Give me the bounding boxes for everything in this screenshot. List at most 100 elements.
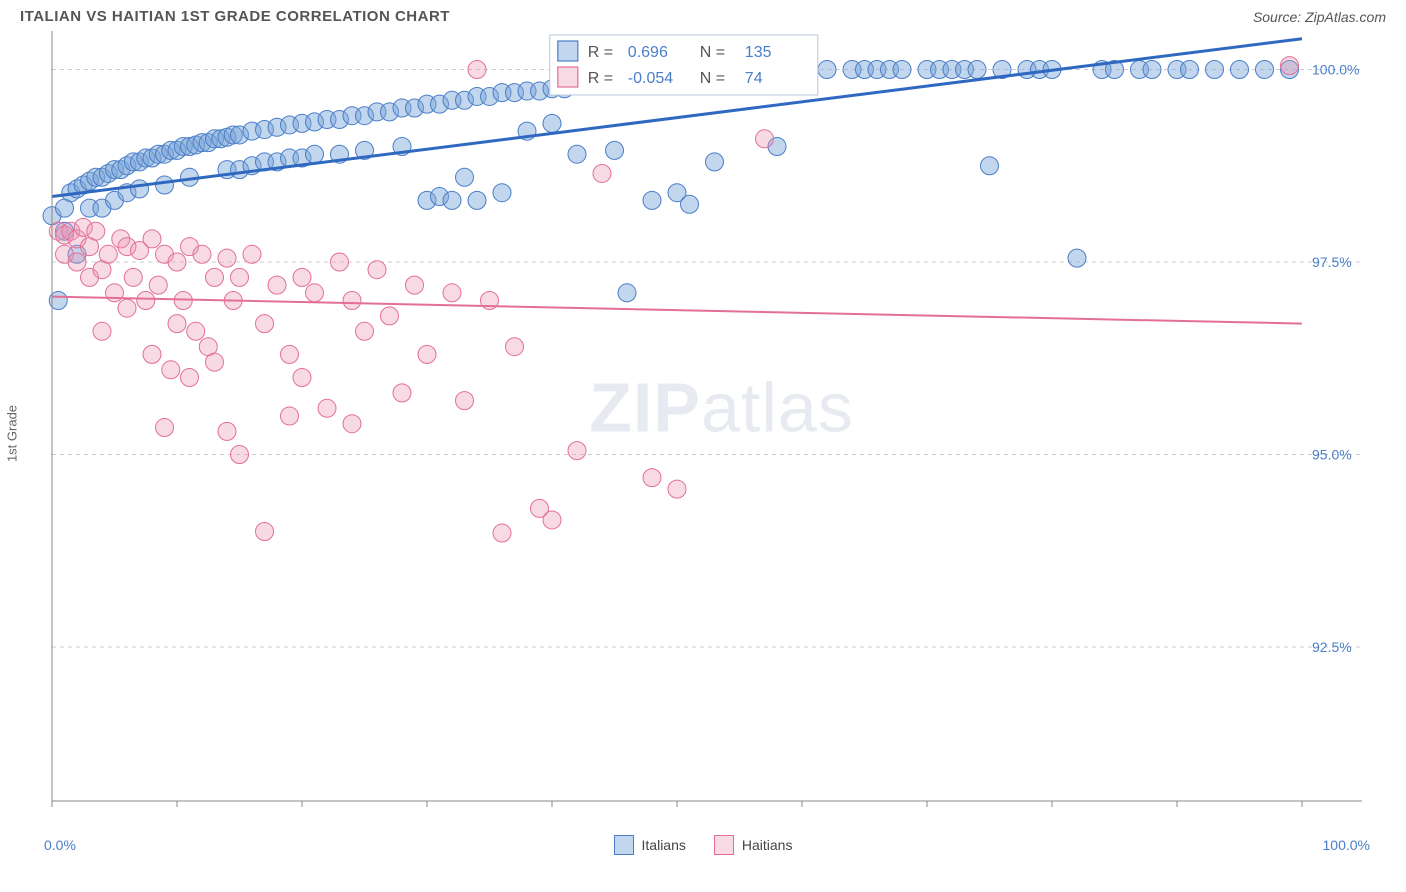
data-point-italians [618, 284, 636, 302]
data-point-italians [1143, 61, 1161, 79]
data-point-haitians [393, 384, 411, 402]
bottom-legend: 0.0% Italians Haitians 100.0% [0, 835, 1406, 855]
data-point-haitians [124, 268, 142, 286]
data-point-haitians [181, 369, 199, 387]
data-point-haitians [149, 276, 167, 294]
stat-swatch [558, 41, 578, 61]
stat-r-label: R = [588, 44, 613, 61]
data-point-haitians [168, 253, 186, 271]
data-point-haitians [218, 249, 236, 267]
ytick-label: 95.0% [1312, 447, 1352, 463]
data-point-haitians [143, 345, 161, 363]
chart-area: 1st Grade 92.5%95.0%97.5%100.0%ZIPatlasR… [20, 31, 1386, 821]
data-point-haitians [756, 130, 774, 148]
data-point-italians [1181, 61, 1199, 79]
data-point-haitians [206, 268, 224, 286]
data-point-haitians [443, 284, 461, 302]
data-point-haitians [168, 315, 186, 333]
data-point-italians [818, 61, 836, 79]
data-point-haitians [418, 345, 436, 363]
data-point-italians [156, 176, 174, 194]
data-point-haitians [568, 442, 586, 460]
data-point-italians [681, 195, 699, 213]
data-point-haitians [318, 399, 336, 417]
data-point-haitians [256, 315, 274, 333]
data-point-haitians [231, 268, 249, 286]
data-point-haitians [593, 164, 611, 182]
data-point-haitians [343, 415, 361, 433]
data-point-haitians [243, 245, 261, 263]
stat-swatch [558, 67, 578, 87]
data-point-haitians [668, 480, 686, 498]
data-point-haitians [193, 245, 211, 263]
data-point-haitians [99, 245, 117, 263]
data-point-haitians [543, 511, 561, 529]
stat-n-value: 74 [745, 70, 763, 87]
data-point-italians [456, 168, 474, 186]
data-point-haitians [137, 292, 155, 310]
data-point-haitians [468, 61, 486, 79]
data-point-haitians [118, 299, 136, 317]
legend-item-haitians: Haitians [714, 835, 793, 855]
data-point-italians [131, 180, 149, 198]
legend-swatch-haitians [714, 835, 734, 855]
data-point-haitians [156, 419, 174, 437]
data-point-haitians [643, 469, 661, 487]
stat-r-value: -0.054 [628, 70, 673, 87]
data-point-haitians [293, 369, 311, 387]
data-point-haitians [231, 446, 249, 464]
data-point-italians [1256, 61, 1274, 79]
data-point-haitians [293, 268, 311, 286]
data-point-haitians [93, 322, 111, 340]
stat-r-label: R = [588, 70, 613, 87]
data-point-italians [568, 145, 586, 163]
watermark: ZIPatlas [589, 368, 854, 446]
data-point-italians [968, 61, 986, 79]
chart-header: ITALIAN VS HAITIAN 1ST GRADE CORRELATION… [0, 0, 1406, 31]
stat-n-label: N = [700, 44, 725, 61]
data-point-haitians [406, 276, 424, 294]
data-point-italians [468, 191, 486, 209]
data-point-italians [543, 114, 561, 132]
data-point-haitians [281, 407, 299, 425]
data-point-haitians [1281, 57, 1299, 75]
data-point-haitians [331, 253, 349, 271]
chart-title: ITALIAN VS HAITIAN 1ST GRADE CORRELATION… [20, 8, 450, 25]
data-point-haitians [162, 361, 180, 379]
data-point-italians [306, 145, 324, 163]
legend-item-italians: Italians [614, 835, 686, 855]
data-point-italians [1231, 61, 1249, 79]
data-point-italians [606, 141, 624, 159]
data-point-italians [643, 191, 661, 209]
scatter-plot: 92.5% 95.0% 97.5% 100.0% ZIPatlas R = 0.696 N =… [20, 31, 1386, 821]
data-point-haitians [218, 422, 236, 440]
data-point-haitians [256, 523, 274, 541]
legend-swatch-italians [614, 835, 634, 855]
ytick-label: 92.5% [1312, 639, 1352, 655]
data-point-italians [893, 61, 911, 79]
data-point-haitians [187, 322, 205, 340]
xlim-min: 0.0% [44, 837, 76, 853]
data-point-haitians [206, 353, 224, 371]
data-point-haitians [343, 292, 361, 310]
data-point-haitians [456, 392, 474, 410]
ytick-label: 97.5% [1312, 254, 1352, 270]
data-point-haitians [68, 253, 86, 271]
data-point-haitians [87, 222, 105, 240]
data-point-haitians [493, 524, 511, 542]
stat-r-value: 0.696 [628, 44, 668, 61]
data-point-italians [443, 191, 461, 209]
y-axis-label: 1st Grade [5, 405, 20, 462]
data-point-italians [1206, 61, 1224, 79]
data-point-italians [1068, 249, 1086, 267]
trendline-haitians [52, 297, 1302, 324]
data-point-haitians [506, 338, 524, 356]
ytick-label: 100.0% [1312, 62, 1359, 78]
data-point-haitians [306, 284, 324, 302]
stat-n-value: 135 [745, 44, 772, 61]
data-point-haitians [356, 322, 374, 340]
data-point-haitians [368, 261, 386, 279]
data-point-italians [981, 157, 999, 175]
data-point-haitians [268, 276, 286, 294]
data-point-italians [493, 184, 511, 202]
